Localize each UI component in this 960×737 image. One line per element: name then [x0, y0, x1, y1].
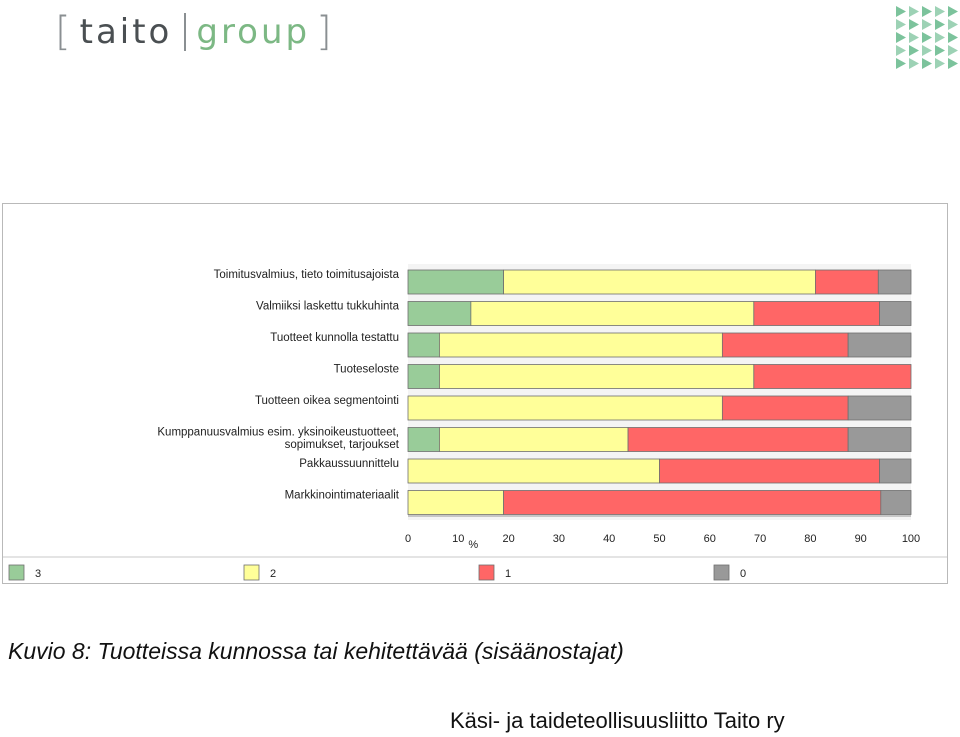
logo-triangle — [935, 19, 945, 30]
bar-segment — [847, 395, 912, 421]
bar-segment — [439, 364, 755, 389]
logo-triangle — [909, 19, 919, 30]
x-tick-label: 30 — [553, 533, 565, 545]
x-tick-label: 80 — [804, 533, 816, 545]
logo-triangle — [948, 19, 958, 30]
figure-caption: Kuvio 8: Tuotteissa kunnossa tai kehitet… — [8, 638, 624, 664]
logo-word-group: group — [196, 12, 311, 52]
x-tick-label: 50 — [653, 533, 665, 545]
bar-segment — [847, 332, 912, 358]
bar-segment — [407, 364, 440, 389]
bar-segment — [470, 301, 755, 326]
logo-triangle — [909, 58, 919, 69]
logo-triangle — [922, 32, 932, 43]
legend-swatch — [8, 564, 25, 581]
triangle-logo-icon — [896, 6, 958, 69]
x-tick-label: 90 — [855, 533, 867, 545]
bar-segment — [407, 395, 723, 421]
logo-triangle — [896, 45, 906, 56]
bar-segment — [407, 332, 440, 358]
bar-segment — [407, 458, 660, 484]
legend-swatch — [713, 564, 730, 581]
x-tick-label: 100 — [902, 533, 920, 545]
logo-triangle — [948, 58, 958, 69]
bar-segment — [407, 490, 504, 515]
bar-segment — [753, 301, 880, 326]
bar-segment — [877, 269, 912, 295]
logo-left-bracket: [ — [55, 9, 74, 55]
logo-triangle — [922, 58, 932, 69]
logo-triangle — [909, 45, 919, 56]
logo-triangle — [909, 6, 919, 17]
x-tick-label: 60 — [704, 533, 716, 545]
logo-triangle — [948, 6, 958, 17]
bar-segment — [847, 427, 912, 452]
logo-right-bracket: ] — [316, 9, 335, 55]
category-label: Markkinointimateriaalit — [285, 490, 400, 502]
bar-segment — [879, 458, 912, 484]
taito-group-logo: [ taito group ] — [55, 9, 335, 55]
logo-triangle — [948, 32, 958, 43]
logo-triangle — [909, 32, 919, 43]
legend-label: 2 — [270, 568, 276, 580]
bar-segment — [503, 490, 882, 515]
legend-label: 3 — [35, 568, 41, 580]
logo-triangle — [896, 58, 906, 69]
chart-panel: Toimitusvalmius, tieto toimitusajoista Va… — [2, 203, 948, 584]
bar-segment — [721, 332, 849, 358]
category-label: Kumppanuusvalmius esim. yksinoikeustuott… — [157, 427, 399, 439]
category-label: Tuotteet kunnolla testattu — [270, 332, 399, 344]
legend-swatch — [478, 564, 495, 581]
category-label: Toimitusvalmius, tieto toimitusajoista — [214, 269, 400, 281]
logo-triangle — [922, 45, 932, 56]
footer-organization: Käsi- ja taideteollisuusliitto Taito ry — [450, 708, 785, 733]
logo-triangle — [896, 6, 906, 17]
bar-segment — [407, 269, 504, 295]
bar-segment — [407, 301, 472, 326]
logo-triangle — [935, 58, 945, 69]
x-axis-label: % — [468, 539, 478, 551]
bar-segment — [721, 395, 849, 421]
x-tick-label: 40 — [603, 533, 615, 545]
category-label: Valmiiksi laskettu tukkuhinta — [256, 301, 400, 313]
category-label: sopimukset, tarjoukset — [285, 439, 400, 451]
legend-swatch — [243, 564, 260, 581]
x-tick-label: 20 — [502, 533, 514, 545]
stacked-bar-chart: Toimitusvalmius, tieto toimitusajoista Va… — [3, 264, 947, 581]
logo-triangle — [935, 32, 945, 43]
bar-segment — [627, 427, 849, 452]
bar-segment — [439, 332, 723, 358]
x-tick-label: 10 — [452, 533, 464, 545]
logo-triangle — [935, 45, 945, 56]
logo-triangle — [935, 6, 945, 17]
bar-segment — [503, 269, 816, 295]
bar-segment — [880, 490, 912, 515]
logo-separator — [184, 13, 187, 51]
logo-triangle — [896, 19, 906, 30]
legend-label: 0 — [740, 568, 746, 580]
logo-triangle — [896, 32, 906, 43]
x-tick-label: 70 — [754, 533, 766, 545]
bar-segment — [407, 427, 440, 452]
category-label: Tuoteseloste — [334, 364, 399, 376]
bar-segment — [753, 364, 912, 389]
legend-label: 1 — [505, 568, 511, 580]
logo-triangle — [948, 45, 958, 56]
category-label: Pakkaussuunnittelu — [299, 458, 399, 470]
x-tick-label: 0 — [405, 533, 411, 545]
logo-triangle — [922, 6, 932, 17]
logo-word-taito: taito — [79, 12, 173, 52]
bar-segment — [879, 301, 912, 326]
category-label: Tuotteen oikea segmentointi — [255, 395, 399, 407]
logo-triangle — [922, 19, 932, 30]
bar-segment — [659, 458, 880, 484]
bar-segment — [815, 269, 879, 295]
bar-segment — [439, 427, 629, 452]
